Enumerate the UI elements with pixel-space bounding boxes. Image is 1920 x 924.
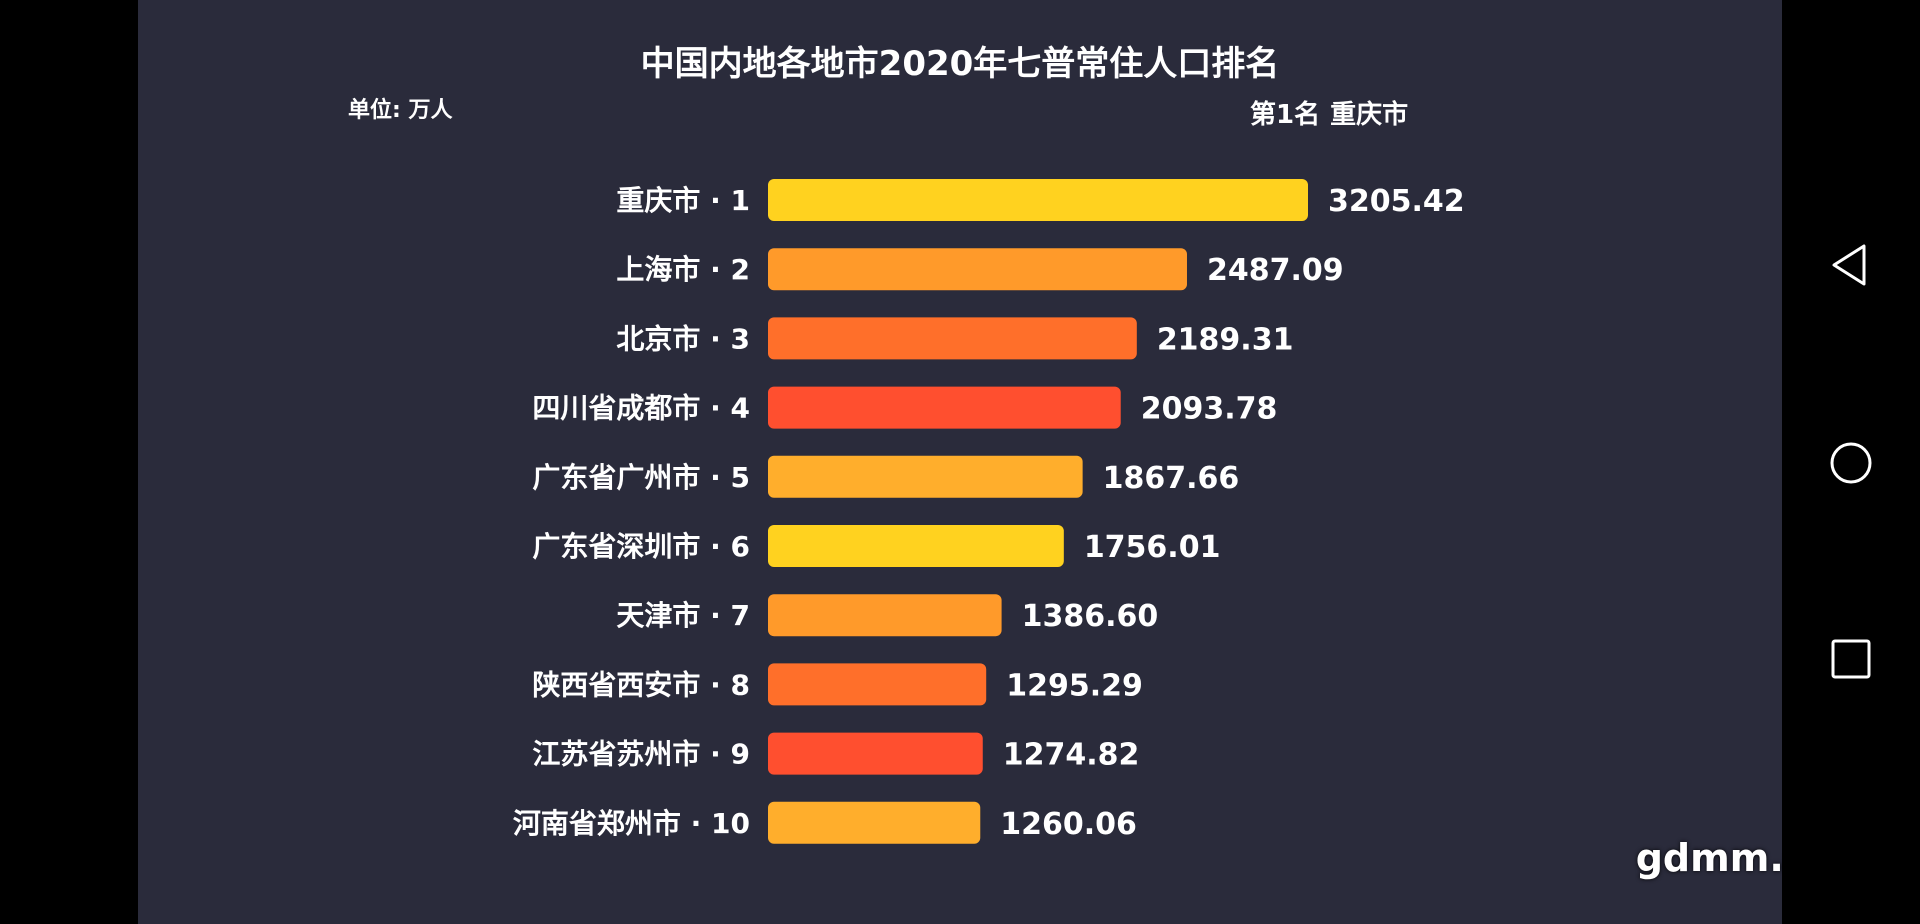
bar: [768, 594, 1002, 637]
category-label: 广东省广州市 · 5: [532, 461, 750, 494]
category-label: 上海市 · 2: [616, 253, 750, 286]
value-label: 2189.31: [1157, 322, 1294, 357]
value-label: 1756.01: [1084, 530, 1221, 565]
value-label: 1295.29: [1006, 668, 1143, 703]
category-label: 重庆市 · 1: [616, 184, 750, 217]
bar: [768, 248, 1187, 291]
back-triangle-icon[interactable]: [1826, 240, 1876, 290]
bar: [768, 525, 1064, 567]
bar: [768, 732, 983, 775]
value-label: 1867.66: [1103, 461, 1240, 496]
value-label: 2093.78: [1141, 392, 1278, 427]
rank-name: 重庆市: [1330, 100, 1409, 130]
chart-title: 中国内地各地市2020年七普常住人口排名: [640, 44, 1280, 84]
category-label: 江苏省苏州市 · 9: [532, 738, 750, 771]
current-rank-label: 第1名 重庆市: [1250, 94, 1418, 131]
bar: [768, 663, 987, 706]
bar: [768, 801, 981, 844]
unit-label: 单位: 万人: [348, 98, 453, 123]
home-circle-icon[interactable]: [1826, 438, 1876, 488]
value-label: 1260.06: [1000, 807, 1137, 842]
category-label: 广东省深圳市 · 6: [532, 530, 750, 563]
value-label: 3205.42: [1328, 184, 1465, 219]
bar: [768, 317, 1137, 360]
category-label: 河南省郑州市 · 10: [513, 807, 750, 840]
bar: [768, 455, 1083, 498]
rank-prefix: 第1名: [1250, 100, 1321, 130]
category-label: 天津市 · 7: [616, 599, 750, 632]
video-frame: 中国内地各地市2020年七普常住人口排名 单位: 万人 第1名 重庆市 重庆市 ·…: [138, 0, 1782, 924]
value-label: 1274.82: [1003, 738, 1140, 773]
bar: [768, 386, 1121, 429]
bar-chart: 重庆市 · 1 3205.42 上海市 · 2 2487.09 北京市 · 3 2189.…: [513, 179, 1465, 844]
value-label: 1386.60: [1022, 599, 1159, 634]
category-label: 陕西省西安市 · 8: [532, 668, 750, 701]
bar: [768, 179, 1308, 221]
android-nav-bar: [1782, 0, 1920, 924]
category-label: 四川省成都市 · 4: [532, 392, 750, 425]
recents-square-icon[interactable]: [1826, 634, 1876, 684]
value-label: 2487.09: [1207, 253, 1344, 288]
category-label: 北京市 · 3: [616, 322, 750, 355]
